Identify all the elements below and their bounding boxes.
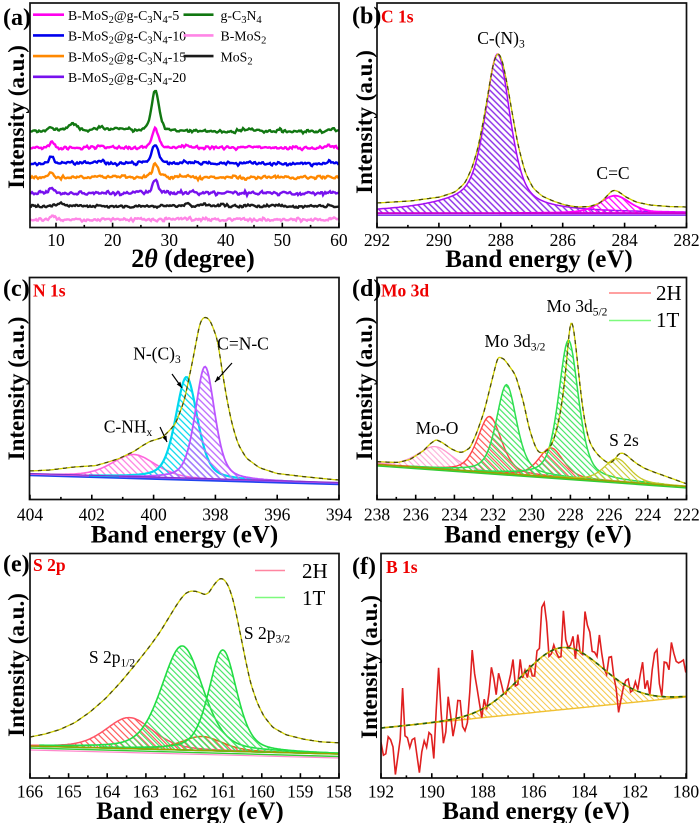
svg-text:182: 182	[622, 782, 648, 802]
svg-text:394: 394	[326, 505, 353, 525]
svg-text:192: 192	[368, 782, 394, 802]
svg-text:C-NHx: C-NHx	[104, 417, 153, 440]
svg-text:MoS2: MoS2	[221, 49, 253, 67]
svg-text:292: 292	[364, 230, 390, 250]
svg-text:C=C: C=C	[596, 163, 629, 183]
svg-text:Band energy (eV): Band energy (eV)	[96, 798, 283, 823]
svg-text:g-C3N4: g-C3N4	[221, 8, 263, 26]
svg-text:Mo 3d3/2: Mo 3d3/2	[485, 331, 546, 354]
svg-text:180: 180	[673, 782, 700, 802]
svg-text:236: 236	[403, 505, 430, 525]
svg-text:(e): (e)	[3, 552, 30, 578]
svg-text:40: 40	[217, 230, 235, 250]
svg-text:N 1s: N 1s	[33, 281, 66, 301]
svg-text:161: 161	[210, 782, 236, 802]
svg-text:232: 232	[480, 505, 506, 525]
svg-text:Intensity (a.u.): Intensity (a.u.)	[352, 317, 377, 461]
svg-text:188: 188	[470, 782, 497, 802]
svg-text:290: 290	[426, 230, 453, 250]
svg-text:(f): (f)	[352, 554, 376, 580]
svg-text:160: 160	[248, 782, 275, 802]
svg-text:286: 286	[550, 230, 577, 250]
svg-text:Mo-O: Mo-O	[416, 418, 459, 438]
svg-text:N-(C)3: N-(C)3	[133, 344, 181, 367]
svg-text:398: 398	[202, 505, 229, 525]
svg-text:159: 159	[287, 782, 314, 802]
svg-text:2H: 2H	[656, 281, 682, 305]
svg-text:190: 190	[419, 782, 446, 802]
svg-text:184: 184	[571, 782, 598, 802]
svg-text:165: 165	[55, 782, 82, 802]
svg-text:224: 224	[635, 505, 662, 525]
svg-text:Intensity (a.u.): Intensity (a.u.)	[4, 317, 29, 461]
svg-text:163: 163	[133, 782, 160, 802]
svg-text:(b): (b)	[352, 4, 381, 30]
svg-text:402: 402	[79, 505, 105, 525]
svg-text:S 2p: S 2p	[33, 555, 66, 575]
svg-text:Intensity (a.u.): Intensity (a.u.)	[357, 595, 382, 739]
svg-text:Intensity (a.u.): Intensity (a.u.)	[4, 45, 29, 189]
svg-text:B-MoS2@g-C3N4-20: B-MoS2@g-C3N4-20	[68, 70, 186, 88]
svg-text:B-MoS2@g-C3N4-15: B-MoS2@g-C3N4-15	[68, 49, 186, 67]
svg-text:S 2s: S 2s	[609, 430, 639, 450]
svg-text:158: 158	[326, 782, 353, 802]
svg-text:162: 162	[171, 782, 197, 802]
svg-text:50: 50	[274, 230, 292, 250]
svg-text:238: 238	[364, 505, 391, 525]
svg-text:396: 396	[264, 505, 291, 525]
svg-text:Band energy (eV): Band energy (eV)	[445, 246, 632, 273]
svg-text:400: 400	[140, 505, 167, 525]
svg-text:C=N-C: C=N-C	[217, 334, 269, 354]
svg-text:230: 230	[519, 505, 546, 525]
svg-text:282: 282	[673, 230, 699, 250]
svg-text:(c): (c)	[3, 276, 30, 302]
svg-text:228: 228	[557, 505, 584, 525]
svg-text:1T: 1T	[302, 586, 326, 610]
svg-text:C 1s: C 1s	[381, 7, 414, 27]
svg-text:B 1s: B 1s	[386, 557, 418, 577]
svg-text:Band energy (eV): Band energy (eV)	[442, 798, 629, 823]
svg-text:284: 284	[611, 230, 638, 250]
svg-text:Intensity (a.u.): Intensity (a.u.)	[4, 593, 29, 737]
svg-text:Mo 3d5/2: Mo 3d5/2	[547, 296, 608, 319]
svg-text:222: 222	[673, 505, 699, 525]
svg-text:186: 186	[520, 782, 547, 802]
svg-text:Band energy (eV): Band energy (eV)	[444, 522, 631, 549]
svg-text:166: 166	[17, 782, 44, 802]
svg-text:B-MoS2: B-MoS2	[221, 29, 267, 47]
svg-text:288: 288	[488, 230, 515, 250]
svg-text:(d): (d)	[352, 276, 381, 302]
svg-text:Mo 3d: Mo 3d	[381, 281, 429, 301]
svg-text:B-MoS2@g-C3N4-10: B-MoS2@g-C3N4-10	[68, 29, 186, 47]
svg-text:2H: 2H	[302, 559, 328, 583]
svg-text:226: 226	[596, 505, 623, 525]
svg-text:234: 234	[441, 505, 468, 525]
svg-text:30: 30	[160, 230, 178, 250]
svg-text:60: 60	[330, 230, 348, 250]
svg-text:Intensity (a.u.): Intensity (a.u.)	[352, 50, 377, 194]
svg-text:C-(N)3: C-(N)3	[477, 28, 525, 51]
svg-text:Band energy (eV): Band energy (eV)	[91, 522, 278, 549]
svg-text:404: 404	[17, 505, 44, 525]
svg-text:20: 20	[104, 230, 122, 250]
svg-text:1T: 1T	[656, 308, 680, 332]
svg-text:10: 10	[47, 230, 65, 250]
svg-text:164: 164	[94, 782, 121, 802]
svg-text:2θ (degree): 2θ (degree)	[131, 244, 254, 273]
svg-text:(a): (a)	[3, 5, 31, 31]
